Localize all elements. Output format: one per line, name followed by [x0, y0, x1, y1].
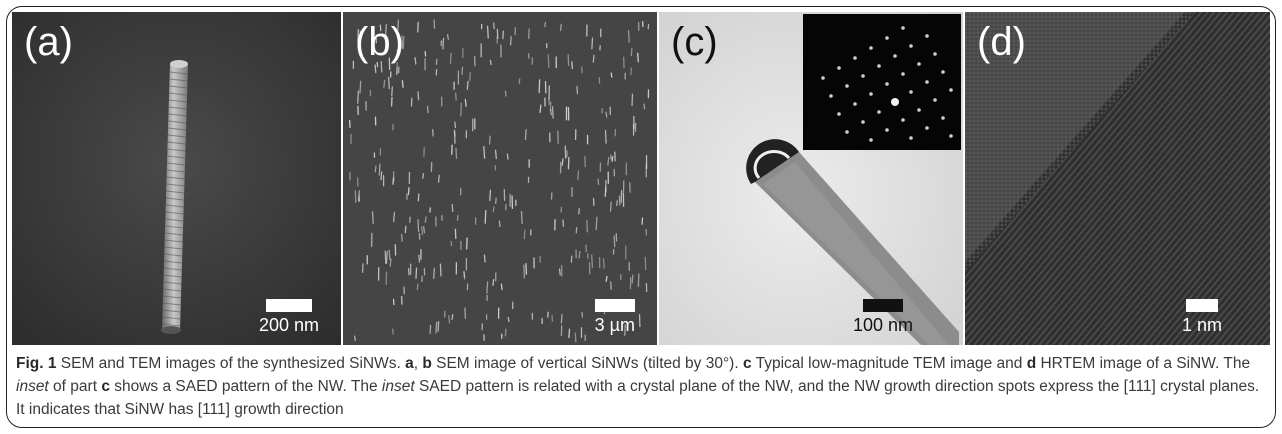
panel-label: (c)	[671, 20, 718, 64]
sem-nanowire-image	[12, 12, 341, 345]
panel-label: (b)	[355, 20, 404, 64]
hrtem-lattice-image	[965, 12, 1270, 345]
scale-bar-label: 200 nm	[258, 315, 319, 335]
panel-c-tem-image: (c) 100 nm	[659, 12, 963, 345]
caption-text: of part	[48, 378, 102, 395]
caption-ref-c: c	[101, 378, 110, 395]
panel-label: (a)	[24, 20, 73, 64]
caption-ref-c: c	[742, 355, 752, 372]
caption-text: shows a SAED pattern of the NW. The	[109, 378, 382, 395]
figure-label: Fig. 1	[16, 355, 57, 372]
saed-inset	[803, 14, 961, 150]
caption-inset-term: inset	[16, 378, 49, 395]
scale-bar-line	[265, 299, 312, 312]
sem-array-image	[343, 12, 657, 345]
scale-bar-label: 3 µm	[594, 315, 635, 335]
tem-image	[659, 12, 963, 345]
caption-inset-term: inset	[381, 378, 415, 395]
scale-bar: 100 nm	[853, 299, 913, 335]
scale-bar: 1 nm	[1182, 299, 1222, 335]
caption-ref-d: d	[1026, 355, 1037, 372]
scale-bar-line	[594, 299, 635, 312]
scale-bar-label: 1 nm	[1181, 315, 1222, 335]
panel-label: (d)	[977, 20, 1026, 64]
panel-d-hrtem-image: (d) 1 nm	[965, 12, 1270, 345]
nanowire-shape	[162, 64, 188, 330]
figure-caption: Fig. 1 SEM and TEM images of the synthes…	[16, 352, 1266, 421]
panel-b-sem-image: (b) 3 µm	[343, 12, 657, 345]
scale-bar-label: 100 nm	[852, 315, 913, 335]
scale-bar: 200 nm	[259, 299, 319, 335]
scale-bar: 3 µm	[595, 299, 635, 335]
caption-ref-b: b	[422, 355, 432, 372]
panel-a-sem-image: (a) 200 nm	[12, 12, 341, 345]
caption-text: SEM and TEM images of the synthesized Si…	[56, 355, 406, 372]
scale-bar-line	[1185, 299, 1218, 312]
caption-ref-a: a	[405, 355, 414, 372]
caption-text: Typical low-magnitude TEM image and	[751, 355, 1027, 372]
scale-bar-line	[862, 299, 903, 312]
figure-panels: (a) 200 nm (b) 3 µm	[12, 12, 1270, 345]
caption-text: HRTEM image of a SiNW. The	[1036, 355, 1251, 372]
caption-text: SAED pattern is related with a crystal p…	[16, 378, 1260, 418]
caption-text: ,	[413, 355, 423, 372]
caption-text: SEM image of vertical SiNWs (tilted by 3…	[431, 355, 743, 372]
